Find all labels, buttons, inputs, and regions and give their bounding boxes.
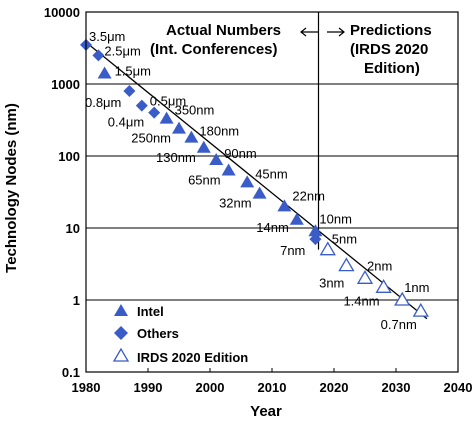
y-tick-label: 100: [58, 149, 80, 164]
point-label: 1.4nm: [343, 293, 379, 308]
y-tick-label: 0.1: [62, 365, 80, 380]
legend: Intel Others IRDS 2020 Edition: [112, 304, 248, 365]
point-label: 350nm: [175, 103, 215, 118]
predictions-annotation-line2: (IRDS 2020: [350, 41, 428, 58]
others-point: [123, 84, 136, 97]
legend-marker-triangle-filled: [114, 304, 128, 316]
x-tick-label: 1980: [72, 380, 101, 395]
intel-point: [240, 175, 255, 188]
legend-marker-triangle-open: [112, 347, 130, 362]
intel-point: [221, 163, 236, 176]
actual-numbers-annotation: Actual Numbers (Int. Conferences): [150, 22, 318, 58]
intel-point: [209, 152, 224, 165]
intel-point: [159, 111, 174, 124]
point-label: 3.5μm: [89, 29, 125, 44]
x-axis-title: Year: [250, 403, 282, 420]
legend-item-others: Others: [114, 326, 179, 341]
legend-item-irds: IRDS 2020 Edition: [112, 347, 248, 365]
point-label: 2nm: [367, 258, 392, 273]
x-tick-label: 2040: [444, 380, 473, 395]
y-tick-label: 10000: [44, 5, 80, 20]
legend-marker-diamond-filled: [114, 326, 128, 340]
point-label: 2.5μm: [104, 43, 140, 58]
predictions-annotation-line1: Predictions: [350, 22, 432, 39]
point-label: 14nm: [256, 220, 289, 235]
left-arrow-icon: [300, 27, 318, 37]
trend-line-segment: [85, 41, 428, 320]
intel-point: [196, 140, 211, 153]
point-label: 0.5μm: [150, 94, 186, 109]
point-label: 250nm: [131, 131, 171, 146]
point-label: 3nm: [319, 276, 344, 291]
intel-point: [252, 186, 267, 199]
irds-point: [375, 279, 392, 293]
right-arrow-icon: [327, 27, 345, 37]
intel-point: [289, 212, 304, 225]
legend-item-intel: Intel: [114, 304, 164, 319]
x-tick-label: 2000: [196, 380, 225, 395]
x-tick-label: 1990: [134, 380, 163, 395]
y-tick-labels: 0.1 1 10 100 1000 10000: [44, 5, 80, 380]
point-label: 1nm: [404, 280, 429, 295]
others-point: [92, 49, 105, 62]
point-label: 65nm: [188, 172, 221, 187]
legend-label-irds: IRDS 2020 Edition: [137, 350, 248, 365]
point-label: 0.7nm: [381, 317, 417, 332]
trend-line: [85, 41, 428, 320]
point-label: 90nm: [224, 146, 257, 161]
intel-point: [184, 130, 199, 143]
point-label: 10nm: [319, 211, 352, 226]
point-label: 0.4μm: [108, 115, 144, 130]
irds-point: [338, 257, 355, 272]
point-label: 5nm: [332, 232, 357, 247]
intel-point: [277, 199, 292, 212]
point-label: 1.5μm: [115, 63, 151, 78]
point-label: 32nm: [219, 196, 252, 211]
point-label: 22nm: [292, 188, 325, 203]
y-axis-title: Technology Nodes (nm): [3, 103, 20, 273]
irds-point: [412, 302, 429, 317]
x-tick-label: 2030: [382, 380, 411, 395]
point-label: 45nm: [255, 166, 288, 181]
irds-point: [394, 291, 411, 306]
legend-label-others: Others: [137, 326, 179, 341]
legend-label-intel: Intel: [137, 304, 164, 319]
predictions-annotation-line3: Edition): [364, 60, 420, 77]
actual-annotation-line2: (Int. Conferences): [150, 41, 278, 58]
irds-point: [356, 270, 374, 284]
irds-point: [319, 241, 336, 256]
point-label: 130nm: [156, 150, 196, 165]
y-tick-label: 1000: [51, 77, 80, 92]
actual-annotation-line1: Actual Numbers: [166, 22, 281, 39]
point-label: 180nm: [199, 124, 239, 139]
intel-point: [172, 121, 186, 134]
point-label: 0.8μm: [85, 95, 121, 110]
x-tick-label: 2010: [258, 380, 287, 395]
y-tick-label: 10: [66, 221, 80, 236]
y-tick-label: 1: [73, 293, 80, 308]
others-point: [309, 233, 322, 246]
others-point: [135, 99, 148, 112]
others-point: [148, 106, 161, 119]
x-tick-label: 2020: [320, 380, 349, 395]
point-label: 7nm: [280, 243, 305, 258]
data-points: [80, 38, 429, 317]
intel-point: [97, 66, 112, 79]
predictions-annotation: Predictions (IRDS 2020 Edition): [327, 22, 432, 77]
x-tick-labels: 1980 1990 2000 2010 2020 2030 2040: [72, 368, 473, 395]
intel-point: [308, 224, 323, 237]
